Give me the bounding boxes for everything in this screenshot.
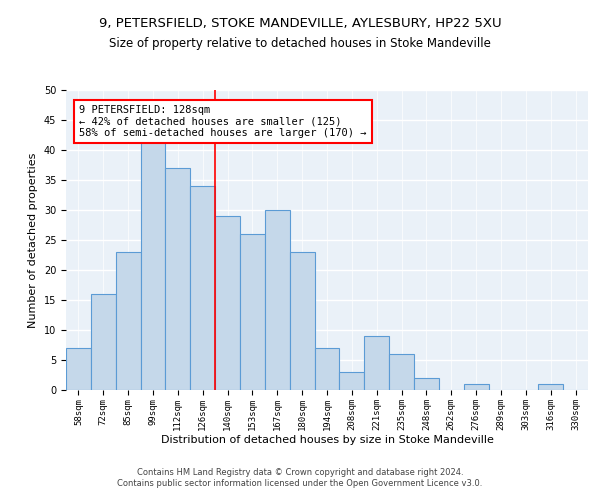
Text: Contains HM Land Registry data © Crown copyright and database right 2024.
Contai: Contains HM Land Registry data © Crown c… [118,468,482,487]
Y-axis label: Number of detached properties: Number of detached properties [28,152,38,328]
Bar [240,234,265,390]
Bar [116,252,140,390]
Text: 9, PETERSFIELD, STOKE MANDEVILLE, AYLESBURY, HP22 5XU: 9, PETERSFIELD, STOKE MANDEVILLE, AYLESB… [98,18,502,30]
Bar [215,216,240,390]
Bar [140,138,166,390]
Bar [166,168,190,390]
Bar [389,354,414,390]
Bar [290,252,314,390]
Bar [91,294,116,390]
Bar [364,336,389,390]
Bar [265,210,290,390]
Text: 9 PETERSFIELD: 128sqm
← 42% of detached houses are smaller (125)
58% of semi-det: 9 PETERSFIELD: 128sqm ← 42% of detached … [79,105,367,138]
Text: Size of property relative to detached houses in Stoke Mandeville: Size of property relative to detached ho… [109,38,491,51]
Bar [190,186,215,390]
Bar [414,378,439,390]
Bar [314,348,340,390]
Bar [538,384,563,390]
Bar [464,384,488,390]
Bar [66,348,91,390]
Bar [340,372,364,390]
X-axis label: Distribution of detached houses by size in Stoke Mandeville: Distribution of detached houses by size … [161,436,493,446]
